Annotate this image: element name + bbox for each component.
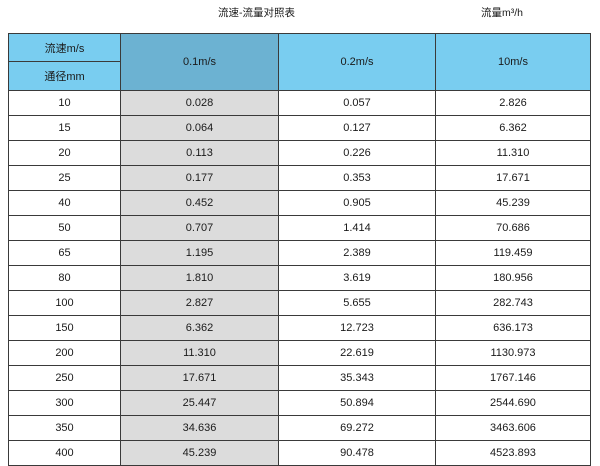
cell-flow-at-0-2: 2.389 bbox=[278, 240, 436, 266]
cell-nominal-diameter: 40 bbox=[8, 190, 121, 216]
header-velocity-0-2: 0.2m/s bbox=[278, 33, 436, 91]
cell-nominal-diameter: 150 bbox=[8, 315, 121, 341]
cell-flow-at-0-1: 1.810 bbox=[120, 265, 279, 291]
cell-flow-at-0-1: 0.064 bbox=[120, 115, 279, 141]
cell-flow-at-0-1: 6.362 bbox=[120, 315, 279, 341]
cell-flow-at-10: 6.362 bbox=[435, 115, 591, 141]
cell-nominal-diameter: 350 bbox=[8, 415, 121, 441]
cell-flow-at-0-2: 3.619 bbox=[278, 265, 436, 291]
flow-velocity-table: 流速m/s 0.1m/s 0.2m/s 10m/s 通径mm 10 0.028 0.… bbox=[8, 33, 591, 466]
cell-flow-at-10: 1130.973 bbox=[435, 340, 591, 366]
cell-flow-at-0-2: 0.127 bbox=[278, 115, 436, 141]
table-header: 流速m/s 0.1m/s 0.2m/s 10m/s 通径mm bbox=[8, 33, 591, 91]
cell-flow-at-0-1: 0.177 bbox=[120, 165, 279, 191]
cell-flow-at-0-2: 35.343 bbox=[278, 365, 436, 391]
cell-flow-at-10: 70.686 bbox=[435, 215, 591, 241]
cell-flow-at-0-1: 17.671 bbox=[120, 365, 279, 391]
table-row: 15 0.064 0.127 6.362 bbox=[8, 115, 591, 141]
cell-nominal-diameter: 200 bbox=[8, 340, 121, 366]
table-row: 250 17.671 35.343 1767.146 bbox=[8, 365, 591, 391]
cell-flow-at-0-2: 0.353 bbox=[278, 165, 436, 191]
cell-flow-at-10: 45.239 bbox=[435, 190, 591, 216]
cell-flow-at-0-1: 34.636 bbox=[120, 415, 279, 441]
cell-flow-at-0-2: 12.723 bbox=[278, 315, 436, 341]
header-velocity-unit: 流速m/s bbox=[8, 33, 121, 62]
table-row: 200 11.310 22.619 1130.973 bbox=[8, 340, 591, 366]
cell-flow-at-10: 4523.893 bbox=[435, 440, 591, 466]
table-body: 10 0.028 0.057 2.826 15 0.064 0.127 6.362 20 0.11… bbox=[8, 90, 591, 466]
cell-nominal-diameter: 400 bbox=[8, 440, 121, 466]
cell-flow-at-0-2: 0.905 bbox=[278, 190, 436, 216]
cell-flow-at-10: 119.459 bbox=[435, 240, 591, 266]
cell-nominal-diameter: 65 bbox=[8, 240, 121, 266]
cell-nominal-diameter: 250 bbox=[8, 365, 121, 391]
cell-nominal-diameter: 100 bbox=[8, 290, 121, 316]
table-row: 20 0.113 0.226 11.310 bbox=[8, 140, 591, 166]
cell-flow-at-10: 180.956 bbox=[435, 265, 591, 291]
cell-nominal-diameter: 25 bbox=[8, 165, 121, 191]
cell-flow-at-10: 2544.690 bbox=[435, 390, 591, 416]
table-header-row-bottom: 通径mm bbox=[8, 61, 591, 91]
header-velocity-10: 10m/s bbox=[435, 33, 591, 91]
cell-nominal-diameter: 20 bbox=[8, 140, 121, 166]
table-row: 350 34.636 69.272 3463.606 bbox=[8, 415, 591, 441]
cell-flow-at-10: 282.743 bbox=[435, 290, 591, 316]
cell-flow-at-0-1: 25.447 bbox=[120, 390, 279, 416]
table-row: 65 1.195 2.389 119.459 bbox=[8, 240, 591, 266]
cell-flow-at-0-1: 2.827 bbox=[120, 290, 279, 316]
cell-nominal-diameter: 50 bbox=[8, 215, 121, 241]
caption-row: 流速-流量对照表 流量m³/h bbox=[0, 0, 600, 33]
cell-flow-at-0-1: 0.028 bbox=[120, 90, 279, 116]
header-diameter-unit: 通径mm bbox=[8, 61, 121, 91]
cell-flow-at-0-2: 50.894 bbox=[278, 390, 436, 416]
cell-flow-at-10: 11.310 bbox=[435, 140, 591, 166]
cell-flow-at-0-1: 45.239 bbox=[120, 440, 279, 466]
table-row: 300 25.447 50.894 2544.690 bbox=[8, 390, 591, 416]
cell-flow-at-10: 3463.606 bbox=[435, 415, 591, 441]
cell-flow-at-0-2: 0.226 bbox=[278, 140, 436, 166]
table-row: 400 45.239 90.478 4523.893 bbox=[8, 440, 591, 466]
cell-flow-at-0-1: 0.707 bbox=[120, 215, 279, 241]
cell-flow-at-0-2: 0.057 bbox=[278, 90, 436, 116]
flow-unit-label: 流量m³/h bbox=[481, 7, 523, 19]
cell-flow-at-0-2: 69.272 bbox=[278, 415, 436, 441]
page-title: 流速-流量对照表 bbox=[218, 7, 295, 19]
cell-flow-at-0-1: 1.195 bbox=[120, 240, 279, 266]
table-row: 25 0.177 0.353 17.671 bbox=[8, 165, 591, 191]
table-header-row-top: 流速m/s 0.1m/s 0.2m/s 10m/s bbox=[8, 33, 591, 91]
cell-flow-at-10: 636.173 bbox=[435, 315, 591, 341]
cell-flow-at-0-1: 0.452 bbox=[120, 190, 279, 216]
cell-nominal-diameter: 15 bbox=[8, 115, 121, 141]
cell-flow-at-10: 2.826 bbox=[435, 90, 591, 116]
cell-flow-at-0-1: 11.310 bbox=[120, 340, 279, 366]
table-row: 10 0.028 0.057 2.826 bbox=[8, 90, 591, 116]
cell-nominal-diameter: 10 bbox=[8, 90, 121, 116]
cell-flow-at-0-1: 0.113 bbox=[120, 140, 279, 166]
cell-nominal-diameter: 300 bbox=[8, 390, 121, 416]
cell-flow-at-0-2: 5.655 bbox=[278, 290, 436, 316]
table-row: 150 6.362 12.723 636.173 bbox=[8, 315, 591, 341]
cell-flow-at-10: 17.671 bbox=[435, 165, 591, 191]
table-row: 40 0.452 0.905 45.239 bbox=[8, 190, 591, 216]
table-row: 50 0.707 1.414 70.686 bbox=[8, 215, 591, 241]
flow-velocity-table-container: 流速m/s 0.1m/s 0.2m/s 10m/s 通径mm 10 0.028 0.… bbox=[8, 33, 591, 466]
table-row: 100 2.827 5.655 282.743 bbox=[8, 290, 591, 316]
cell-flow-at-10: 1767.146 bbox=[435, 365, 591, 391]
cell-flow-at-0-2: 22.619 bbox=[278, 340, 436, 366]
table-row: 80 1.810 3.619 180.956 bbox=[8, 265, 591, 291]
cell-nominal-diameter: 80 bbox=[8, 265, 121, 291]
cell-flow-at-0-2: 1.414 bbox=[278, 215, 436, 241]
cell-flow-at-0-2: 90.478 bbox=[278, 440, 436, 466]
header-velocity-0-1: 0.1m/s bbox=[120, 33, 279, 91]
